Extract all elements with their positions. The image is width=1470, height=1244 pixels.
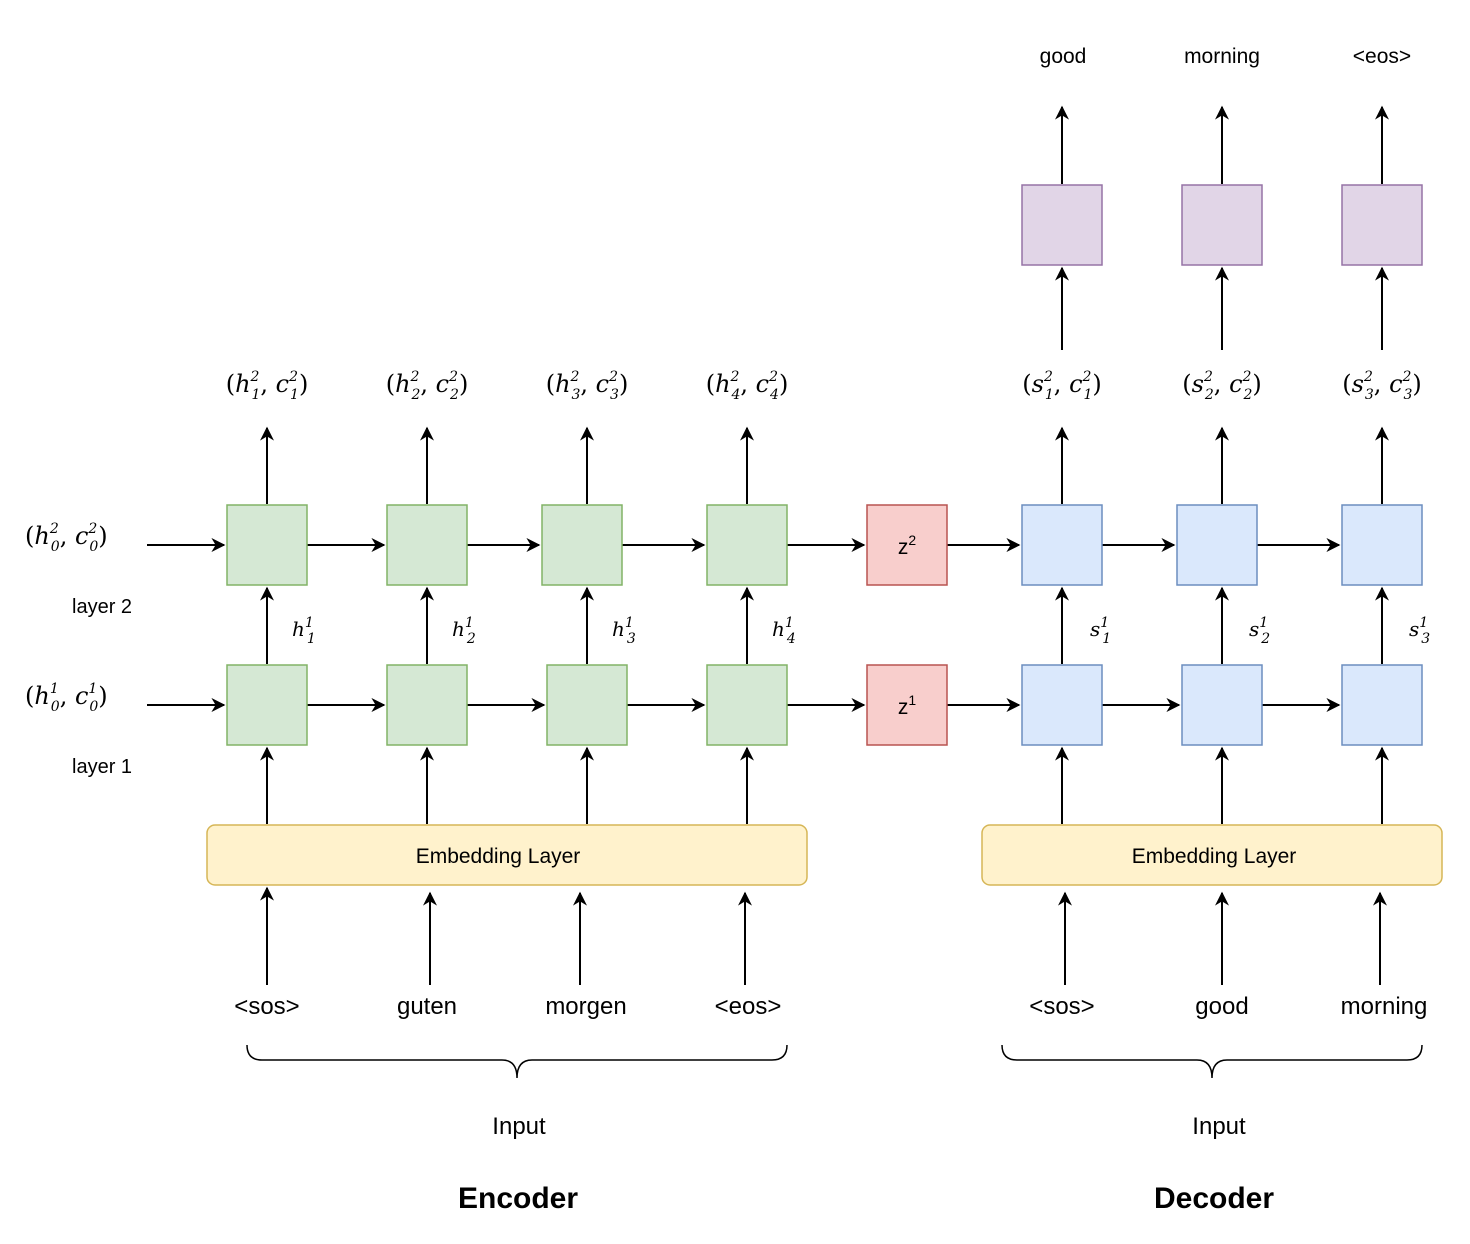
enc-hidden-label-3: h1 3 [612, 615, 636, 647]
dec-input-brace [1001, 1044, 1423, 1079]
dec-hidden-label-1: s1 1 [1090, 615, 1111, 647]
dec-fc-box-2 [1181, 184, 1263, 266]
dec-l2-cell-3 [1341, 504, 1423, 586]
enc-top-output-2: (h2 2, c2 2) [386, 369, 469, 403]
enc-input-label: Input [492, 1113, 546, 1140]
enc-l2-cell-2 [386, 504, 468, 586]
enc-top-output-1: (h2 1, c2 1) [226, 369, 309, 403]
context-vectors: z2 z1 [866, 504, 948, 746]
dec-prediction-2: morning [1184, 45, 1260, 68]
enc-hidden-label-4: h1 4 [772, 615, 796, 647]
dec-input-tokens: <sos> good morning [1029, 993, 1427, 1020]
enc-input-tokens: <sos> guten morgen <eos> [234, 993, 781, 1020]
enc-l1-cell-1 [226, 664, 308, 746]
enc-embedding-label: Embedding Layer [416, 845, 581, 868]
embedding-layers: Embedding Layer Embedding Layer [206, 824, 1443, 886]
enc-hidden-label-2: h1 2 [452, 615, 476, 647]
enc-initial-state-l2: (h2 0, c2 0) [25, 521, 108, 555]
enc-l1-cell-4 [706, 664, 788, 746]
dec-embedding-label: Embedding Layer [1132, 845, 1297, 868]
dec-prediction-1: good [1040, 45, 1087, 68]
dec-input-token-2: good [1195, 993, 1248, 1020]
dec-fc-box-1 [1021, 184, 1103, 266]
context-z1-box [866, 664, 948, 746]
dec-fc-box-3 [1341, 184, 1423, 266]
context-z2-box [866, 504, 948, 586]
arrows [147, 105, 1389, 985]
enc-l1-cell-2 [386, 664, 468, 746]
context-z1-label: z1 [898, 692, 917, 719]
decoder-title: Decoder [1154, 1182, 1274, 1215]
enc-top-outputs: (h2 1, c2 1) (h2 2, c2 2) (h2 3, c2 3) (h2 4, c… [226, 369, 789, 403]
decoder-output-layers [1021, 184, 1423, 266]
context-z2-label: z2 [898, 532, 917, 559]
dec-l2-cell-1 [1021, 504, 1103, 586]
layer1-label: layer 1 [72, 756, 132, 778]
dec-input-token-1: <sos> [1029, 993, 1094, 1020]
dec-l1-cell-3 [1341, 664, 1423, 746]
enc-input-token-2: guten [397, 993, 457, 1020]
enc-hidden-label-1: h1 1 [292, 615, 316, 647]
dec-hidden-label-3: s1 3 [1409, 615, 1430, 647]
enc-hidden-labels: h1 1 h1 2 h1 3 h1 4 [292, 615, 796, 647]
enc-top-output-4: (h2 4, c2 4) [706, 369, 789, 403]
dec-embedding-box [981, 824, 1443, 886]
dec-hidden-labels: s1 1 s1 2 s1 3 [1090, 615, 1430, 647]
dec-input-token-3: morning [1341, 993, 1428, 1020]
dec-top-output-2: (s2 2, c2 2) [1182, 369, 1261, 403]
enc-l2-cell-1 [226, 504, 308, 586]
dec-predictions: good morning <eos> [1040, 45, 1412, 68]
enc-embedding-box [206, 824, 808, 886]
dec-l1-cell-1 [1021, 664, 1103, 746]
dec-input-label: Input [1192, 1113, 1246, 1140]
enc-l1-cell-3 [546, 664, 628, 746]
enc-input-token-3: morgen [545, 993, 626, 1020]
dec-top-output-3: (s2 3, c2 3) [1342, 369, 1421, 403]
enc-l2-cell-4 [706, 504, 788, 586]
enc-l2-cell-3 [541, 504, 623, 586]
enc-input-token-4: <eos> [715, 993, 782, 1020]
decoder-cells [1021, 504, 1423, 746]
encoder-title: Encoder [458, 1182, 578, 1215]
dec-l2-cell-2 [1176, 504, 1258, 586]
enc-top-output-3: (h2 3, c2 3) [546, 369, 629, 403]
enc-initial-state-l1: (h1 0, c1 0) [25, 681, 108, 715]
dec-top-outputs: (s2 1, c2 1) (s2 2, c2 2) (s2 3, c2 3) [1022, 369, 1421, 403]
dec-l1-cell-2 [1181, 664, 1263, 746]
dec-top-output-1: (s2 1, c2 1) [1022, 369, 1101, 403]
layer2-label: layer 2 [72, 596, 132, 618]
dec-prediction-3: <eos> [1353, 45, 1411, 68]
dec-hidden-label-2: s1 2 [1249, 615, 1270, 647]
encoder-cells [226, 504, 788, 746]
enc-input-brace [246, 1044, 788, 1079]
enc-input-token-1: <sos> [234, 993, 299, 1020]
